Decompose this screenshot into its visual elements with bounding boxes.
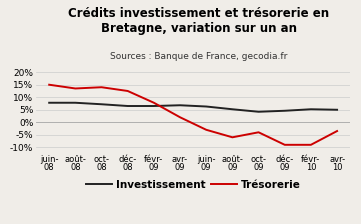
Line: Investissement: Investissement	[49, 103, 337, 112]
Trésorerie	[204, 128, 208, 131]
Line: Trésorerie: Trésorerie	[49, 85, 337, 145]
Investissement	[73, 101, 78, 104]
Trésorerie	[99, 86, 104, 88]
Investissement	[335, 108, 339, 111]
Trésorerie	[178, 116, 182, 119]
Investissement	[230, 108, 235, 111]
Trésorerie	[283, 143, 287, 146]
Text: Crédits investissement et trésorerie en
Bretagne, variation sur un an: Crédits investissement et trésorerie en …	[68, 7, 329, 35]
Trésorerie	[47, 83, 51, 86]
Trésorerie	[126, 90, 130, 92]
Trésorerie	[256, 131, 261, 134]
Investissement	[309, 108, 313, 111]
Trésorerie	[73, 87, 78, 90]
Text: Sources : Banque de France, gecodia.fr: Sources : Banque de France, gecodia.fr	[110, 52, 287, 60]
Trésorerie	[335, 130, 339, 132]
Investissement	[204, 105, 208, 108]
Trésorerie	[309, 143, 313, 146]
Investissement	[256, 110, 261, 113]
Investissement	[126, 105, 130, 107]
Trésorerie	[152, 101, 156, 104]
Investissement	[178, 104, 182, 107]
Legend: Investissement, Trésorerie: Investissement, Trésorerie	[82, 176, 305, 194]
Investissement	[47, 101, 51, 104]
Investissement	[283, 109, 287, 112]
Investissement	[152, 105, 156, 107]
Investissement	[99, 103, 104, 106]
Trésorerie	[230, 136, 235, 139]
